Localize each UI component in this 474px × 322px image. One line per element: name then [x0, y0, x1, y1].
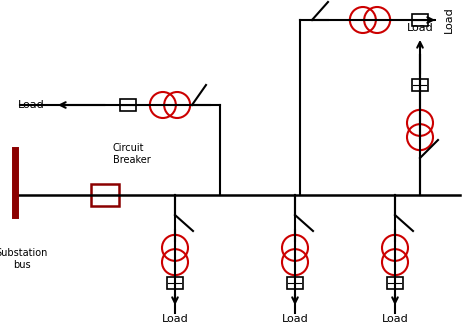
Bar [287, 277, 303, 289]
Text: Load: Load [282, 314, 309, 322]
Text: Load: Load [444, 7, 454, 33]
Text: Load: Load [407, 23, 433, 33]
Text: Circuit
Breaker: Circuit Breaker [113, 143, 151, 165]
Bar [387, 277, 403, 289]
Text: Load: Load [18, 100, 45, 110]
Bar [91, 184, 119, 206]
Bar [120, 99, 136, 111]
Bar [412, 79, 428, 91]
Text: Load: Load [382, 314, 409, 322]
Bar [167, 277, 183, 289]
Bar [412, 14, 428, 26]
Text: Substation
bus: Substation bus [0, 248, 48, 270]
Text: Load: Load [162, 314, 188, 322]
